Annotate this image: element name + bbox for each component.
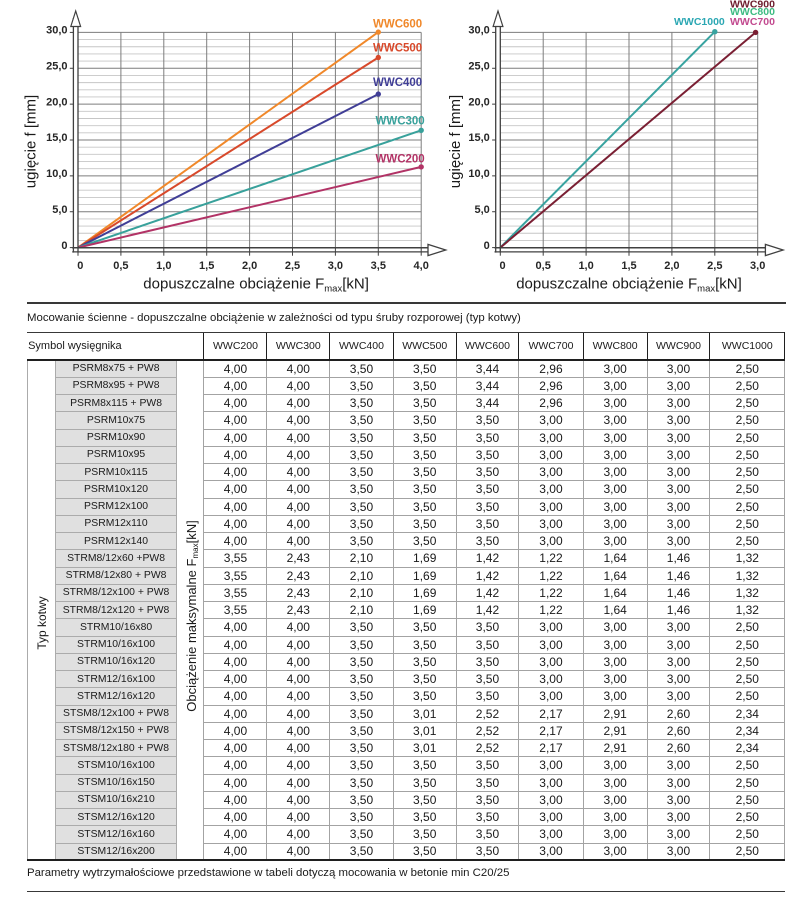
svg-text:15,0: 15,0	[46, 132, 67, 144]
svg-text:5,0: 5,0	[475, 204, 490, 216]
svg-text:WWC900: WWC900	[730, 0, 775, 11]
svg-text:1,0: 1,0	[578, 260, 593, 272]
svg-text:3,0: 3,0	[750, 260, 765, 272]
svg-text:3,5: 3,5	[371, 260, 386, 272]
svg-text:5,0: 5,0	[52, 204, 67, 216]
svg-text:WWC1000: WWC1000	[674, 16, 725, 28]
svg-text:10,0: 10,0	[46, 168, 67, 180]
svg-text:2,0: 2,0	[664, 260, 679, 272]
svg-text:0: 0	[484, 240, 490, 252]
svg-text:30,0: 30,0	[468, 25, 489, 37]
svg-text:ugięcie f [mm]: ugięcie f [mm]	[447, 95, 464, 188]
svg-text:1,5: 1,5	[199, 260, 214, 272]
svg-text:0: 0	[61, 240, 67, 252]
svg-text:0: 0	[77, 260, 83, 272]
svg-text:25,0: 25,0	[468, 61, 489, 73]
svg-text:1,0: 1,0	[156, 260, 171, 272]
svg-text:WWC400: WWC400	[373, 77, 422, 89]
svg-text:0,5: 0,5	[113, 260, 128, 272]
svg-text:25,0: 25,0	[46, 61, 67, 73]
svg-text:WWC700: WWC700	[730, 16, 775, 28]
svg-text:dopuszczalne obciążenie Fmax[k: dopuszczalne obciążenie Fmax[kN]	[143, 275, 369, 294]
svg-text:20,0: 20,0	[468, 96, 489, 108]
svg-text:2,5: 2,5	[285, 260, 300, 272]
svg-text:0: 0	[500, 260, 506, 272]
svg-text:WWC500: WWC500	[373, 42, 422, 54]
svg-text:dopuszczalne obciążenie Fmax[k: dopuszczalne obciążenie Fmax[kN]	[516, 275, 742, 294]
svg-text:3,0: 3,0	[328, 260, 343, 272]
svg-text:4,0: 4,0	[414, 260, 429, 272]
svg-text:0,5: 0,5	[536, 260, 551, 272]
svg-text:1,5: 1,5	[621, 260, 636, 272]
svg-text:30,0: 30,0	[46, 25, 67, 37]
svg-text:WWC800: WWC800	[730, 6, 775, 18]
svg-text:2,5: 2,5	[707, 260, 722, 272]
svg-text:2,0: 2,0	[242, 260, 257, 272]
svg-text:15,0: 15,0	[468, 132, 489, 144]
svg-text:20,0: 20,0	[46, 96, 67, 108]
svg-text:WWC600: WWC600	[373, 19, 422, 31]
svg-text:10,0: 10,0	[468, 168, 489, 180]
svg-text:WWC200: WWC200	[376, 154, 425, 166]
svg-text:ugięcie f [mm]: ugięcie f [mm]	[23, 95, 40, 188]
svg-text:WWC300: WWC300	[376, 116, 425, 128]
